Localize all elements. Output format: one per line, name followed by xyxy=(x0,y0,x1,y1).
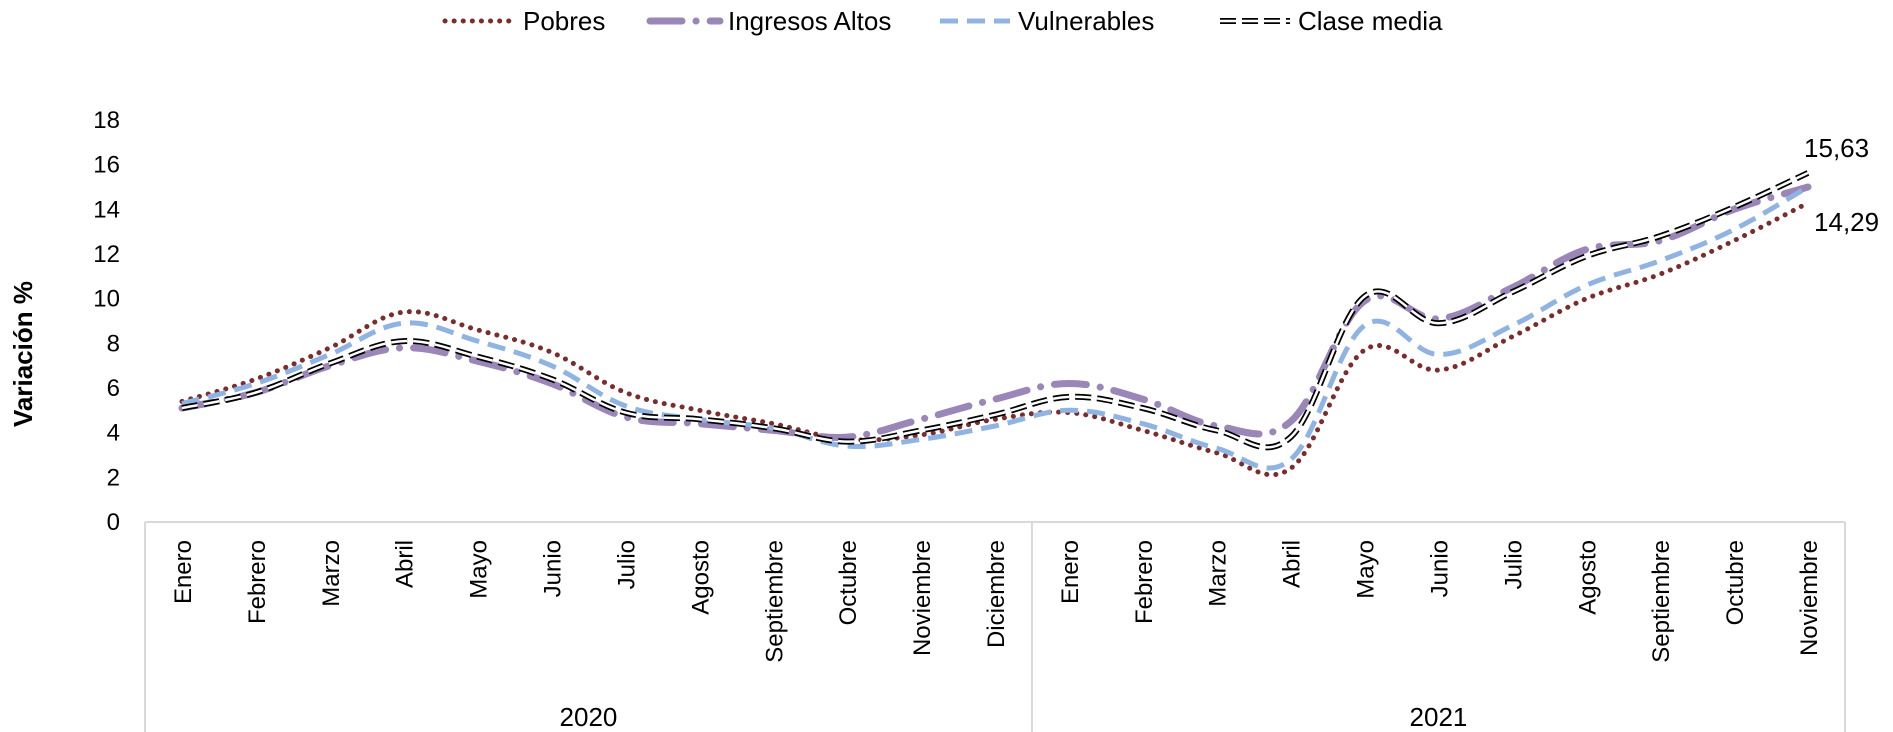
y-tick-label: 8 xyxy=(107,330,120,357)
series-vulnerables xyxy=(181,184,1810,471)
y-tick-label: 4 xyxy=(107,420,120,447)
x-tick-label: Noviembre xyxy=(1796,540,1823,656)
x-tick-label: Febrero xyxy=(1131,540,1158,624)
x-tick-label: Abril xyxy=(1279,540,1306,588)
series-line-clase-media-inner xyxy=(181,171,1809,449)
series-ingresos-altos xyxy=(178,183,1812,441)
y-tick-label: 12 xyxy=(93,241,120,268)
x-tick-label: Enero xyxy=(1057,540,1084,604)
series-clase-media xyxy=(181,170,1810,451)
y-tick-label: 0 xyxy=(107,509,120,536)
x-tick-label: Abril xyxy=(392,540,419,588)
x-tick-label: Julio xyxy=(1500,540,1527,589)
y-tick-label: 10 xyxy=(93,286,120,313)
y-tick-label: 16 xyxy=(93,152,120,179)
x-tick-label: Septiembre xyxy=(761,540,788,663)
annotations: 15,63 14,29 xyxy=(1804,133,1879,237)
series-line-clase-media xyxy=(181,170,1810,451)
x-axis: Enero Febrero Marzo Abril Mayo Junio Julio Agos… xyxy=(144,521,1846,732)
legend-item: Clase media xyxy=(1220,6,1443,36)
y-tick-label: 6 xyxy=(107,375,120,402)
year-label: 2020 xyxy=(560,702,618,732)
x-tick-label: Febrero xyxy=(244,540,271,624)
x-tick-label: Diciembre xyxy=(983,540,1010,648)
x-tick-label: Septiembre xyxy=(1648,540,1675,663)
legend-label: Vulnerables xyxy=(1018,6,1154,36)
x-tick-label: Octubre xyxy=(835,540,862,625)
x-tick-label: Marzo xyxy=(318,540,345,607)
x-tick-label: Junio xyxy=(1426,540,1453,597)
legend-item: Ingresos Altos xyxy=(646,6,891,36)
x-tick-label: Marzo xyxy=(1205,540,1232,607)
series-line-vulnerables xyxy=(181,184,1810,471)
series-lines xyxy=(178,170,1812,478)
year-label: 2021 xyxy=(1410,702,1468,732)
x-tick-label: Enero xyxy=(170,540,197,604)
x-tick-label: Octubre xyxy=(1722,540,1749,625)
y-axis: 0 2 4 6 8 10 12 14 16 18 xyxy=(93,107,120,536)
x-tick-label: Agosto xyxy=(1574,540,1601,615)
end-value-label: 15,63 xyxy=(1804,133,1869,163)
y-tick-label: 18 xyxy=(93,107,120,134)
legend-label: Ingresos Altos xyxy=(728,6,891,36)
end-value-label: 14,29 xyxy=(1814,207,1879,237)
legend-item: Vulnerables xyxy=(940,6,1154,36)
y-tick-label: 2 xyxy=(107,464,120,491)
x-tick-label: Junio xyxy=(540,540,567,597)
series-line-ingresos-altos xyxy=(178,183,1812,441)
x-tick-label: Agosto xyxy=(687,540,714,615)
y-axis-title: Variación % xyxy=(8,281,38,427)
y-tick-label: 14 xyxy=(93,196,120,223)
series-pobres xyxy=(179,200,1811,478)
legend-label: Pobres xyxy=(523,6,605,36)
legend-label: Clase media xyxy=(1298,6,1443,36)
x-tick-label: Noviembre xyxy=(909,540,936,656)
legend: Pobres Ingresos Altos Vulnerables Clase med… xyxy=(442,6,1443,36)
x-tick-label: Mayo xyxy=(1353,540,1380,599)
x-tick-label: Julio xyxy=(613,540,640,589)
series-line-pobres xyxy=(179,200,1811,478)
legend-item: Pobres xyxy=(442,6,605,36)
x-tick-label: Mayo xyxy=(466,540,493,599)
